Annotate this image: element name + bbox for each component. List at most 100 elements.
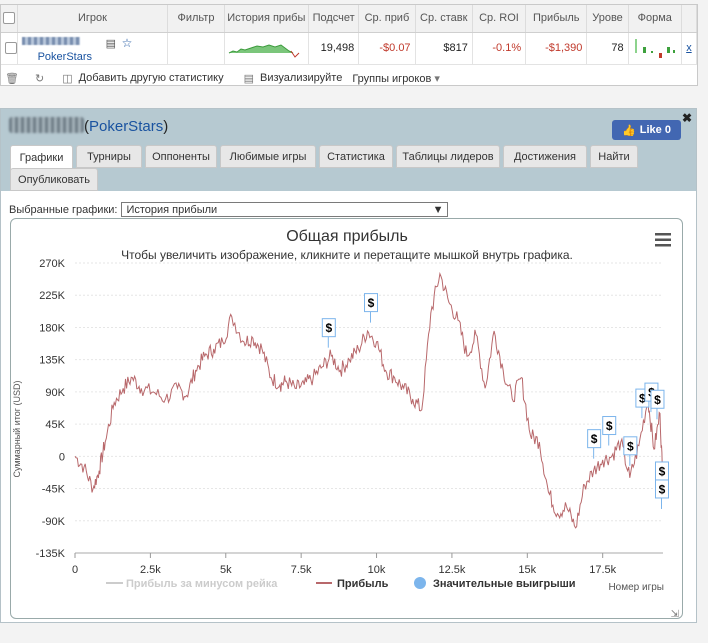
col-form[interactable]: Форма <box>628 5 682 33</box>
player-groups-dropdown[interactable]: Группы игроков ▾ <box>352 72 440 85</box>
y-tick-label: 45K <box>45 419 65 431</box>
avg-profit-cell: -$0.07 <box>358 32 416 65</box>
col-filter[interactable]: Фильтр <box>167 5 225 33</box>
stats-table-container: Игрок Фильтр История прибы Подсчет Ср. п… <box>0 4 698 86</box>
big-win-flag[interactable]: $ <box>650 389 665 420</box>
y-tick-label: 135K <box>39 355 65 367</box>
chevron-down-icon: ▾ <box>434 72 440 85</box>
row-checkbox[interactable] <box>1 32 18 65</box>
filter-cell[interactable] <box>167 32 225 65</box>
col-level[interactable]: Урове <box>586 5 629 33</box>
tab-tournaments[interactable]: Турниры <box>76 145 142 168</box>
form-cell <box>628 32 682 65</box>
big-win-flag[interactable]: $ <box>321 318 336 348</box>
y-tick-label: -135K <box>36 548 66 560</box>
profit-chart[interactable]: Общая прибыль Чтобы увеличить изображени… <box>11 219 682 620</box>
star-icon[interactable]: ☆ <box>121 35 133 50</box>
tab-publish[interactable]: Опубликовать <box>10 168 98 191</box>
x-axis-label: Номер игры <box>608 582 664 593</box>
big-win-flag[interactable]: $ <box>623 436 638 466</box>
chart-subtitle: Чтобы увеличить изображение, кликните и … <box>121 248 573 262</box>
y-tick-label: 180K <box>39 322 65 334</box>
graph-select-value: История прибыли <box>126 203 218 216</box>
visualize-icon[interactable]: ▤ <box>243 72 254 85</box>
y-tick-label: 90K <box>45 387 65 399</box>
col-profit-history[interactable]: История прибы <box>224 5 310 33</box>
visualize-button[interactable]: Визуализируйте <box>260 72 343 84</box>
player-panel: (PokerStars) 👍 Like 0 ✖ Графики Турниры … <box>0 108 697 623</box>
graph-select[interactable]: История прибыли ▼ <box>121 202 449 217</box>
tab-achievements[interactable]: Достижения <box>503 145 587 168</box>
x-tick-label: 15k <box>518 564 536 576</box>
chart-menu-icon[interactable] <box>655 233 671 247</box>
svg-text:$: $ <box>325 321 332 335</box>
player-name-blurred <box>9 117 84 133</box>
big-win-flag[interactable]: $ <box>602 416 617 446</box>
x-tick-label: 0 <box>72 564 78 576</box>
y-ticks: 270K 225K 180K 135K 90K 45K 0 -45K -90K -135K <box>36 258 66 560</box>
col-player[interactable]: Игрок <box>17 5 169 33</box>
big-win-flag[interactable]: $ <box>654 479 669 509</box>
legend-rake[interactable]: Прибыль за минусом рейка <box>126 578 278 590</box>
col-avg-roi[interactable]: Ср. ROI <box>472 5 527 33</box>
table-header-row: Игрок Фильтр История прибы Подсчет Ср. п… <box>1 5 698 33</box>
tab-statistics[interactable]: Статистика <box>319 145 393 168</box>
thumbs-up-icon: 👍 <box>622 124 636 137</box>
trash-icon[interactable]: 🗑 <box>5 72 19 85</box>
chart-container[interactable]: Общая прибыль Чтобы увеличить изображени… <box>10 218 683 620</box>
svg-text:$: $ <box>639 392 646 406</box>
refresh-icon[interactable]: ↻ <box>34 72 45 85</box>
level-cell: 78 <box>586 32 629 65</box>
facebook-like-button[interactable]: 👍 Like 0 <box>612 120 681 140</box>
player-title: (PokerStars) <box>9 117 168 135</box>
tab-favorite-games[interactable]: Любимые игры <box>220 145 316 168</box>
tab-search[interactable]: Найти <box>590 145 638 168</box>
select-all-checkbox[interactable] <box>1 5 18 33</box>
col-profit[interactable]: Прибыль <box>525 5 588 33</box>
player-avatar-blurred <box>21 36 80 45</box>
select-arrow-icon: ▼ <box>432 203 444 216</box>
col-avg-stake[interactable]: Ср. ставк <box>415 5 473 33</box>
col-count[interactable]: Подсчет <box>308 5 360 33</box>
avg-roi-cell: -0.1% <box>472 32 527 65</box>
notes-icon[interactable]: ▤ <box>105 37 116 50</box>
close-icon[interactable]: ✖ <box>681 111 692 125</box>
svg-text:$: $ <box>368 296 375 310</box>
chart-legend: Прибыль за минусом рейка Прибыль Значите… <box>106 577 576 590</box>
legend-profit[interactable]: Прибыль <box>337 578 389 590</box>
profit-series-line <box>74 271 664 529</box>
y-tick-label: 0 <box>59 451 65 463</box>
tab-graphs[interactable]: Графики <box>10 145 73 171</box>
stats-table: Игрок Фильтр История прибы Подсчет Ср. п… <box>1 5 698 65</box>
big-wins-markers: $$$$$$$$$$ <box>321 293 669 509</box>
graph-selector-label: Выбранные графики: <box>9 203 118 216</box>
graph-selector-row: Выбранные графики: История прибыли ▼ <box>9 202 449 217</box>
player-cell: ▤ ☆ PokerStars <box>17 32 169 65</box>
chart-title: Общая прибыль <box>286 228 408 245</box>
add-stats-button[interactable]: Добавить другую статистику <box>78 72 224 84</box>
y-axis-label: Суммарный итог (USD) <box>12 380 22 477</box>
x-tick-label: 2.5k <box>140 564 161 576</box>
profit-history-sparkline <box>224 32 310 65</box>
table-row: ▤ ☆ PokerStars 19,498 -$0.07 $817 -0.1% … <box>1 32 698 65</box>
tab-opponents[interactable]: Оппоненты <box>145 145 217 168</box>
x-tick-label: 12.5k <box>438 564 465 576</box>
avg-stake-cell: $817 <box>415 32 473 65</box>
panel-header: (PokerStars) 👍 Like 0 ✖ Графики Турниры … <box>1 109 696 191</box>
resize-handle-icon[interactable]: ⇲ <box>671 609 679 620</box>
tab-leaderboards[interactable]: Таблицы лидеров <box>396 145 500 168</box>
y-tick-label: 225K <box>39 290 65 302</box>
legend-wins[interactable]: Значительные выигрыши <box>433 578 576 590</box>
svg-text:$: $ <box>606 419 613 433</box>
player-name-link[interactable]: PokerStars <box>37 50 92 63</box>
site-name: PokerStars <box>89 118 164 135</box>
y-tick-label: -90K <box>42 516 66 528</box>
big-win-flag[interactable]: $ <box>587 429 602 459</box>
big-win-flag[interactable]: $ <box>364 293 379 323</box>
y-tick-label: 270K <box>39 258 65 270</box>
col-avg-profit[interactable]: Ср. приб <box>358 5 416 33</box>
remove-row-link[interactable]: x <box>681 32 698 65</box>
add-stats-icon[interactable]: ◫ <box>62 72 73 85</box>
profit-cell: -$1,390 <box>525 32 588 65</box>
svg-text:$: $ <box>591 432 598 446</box>
